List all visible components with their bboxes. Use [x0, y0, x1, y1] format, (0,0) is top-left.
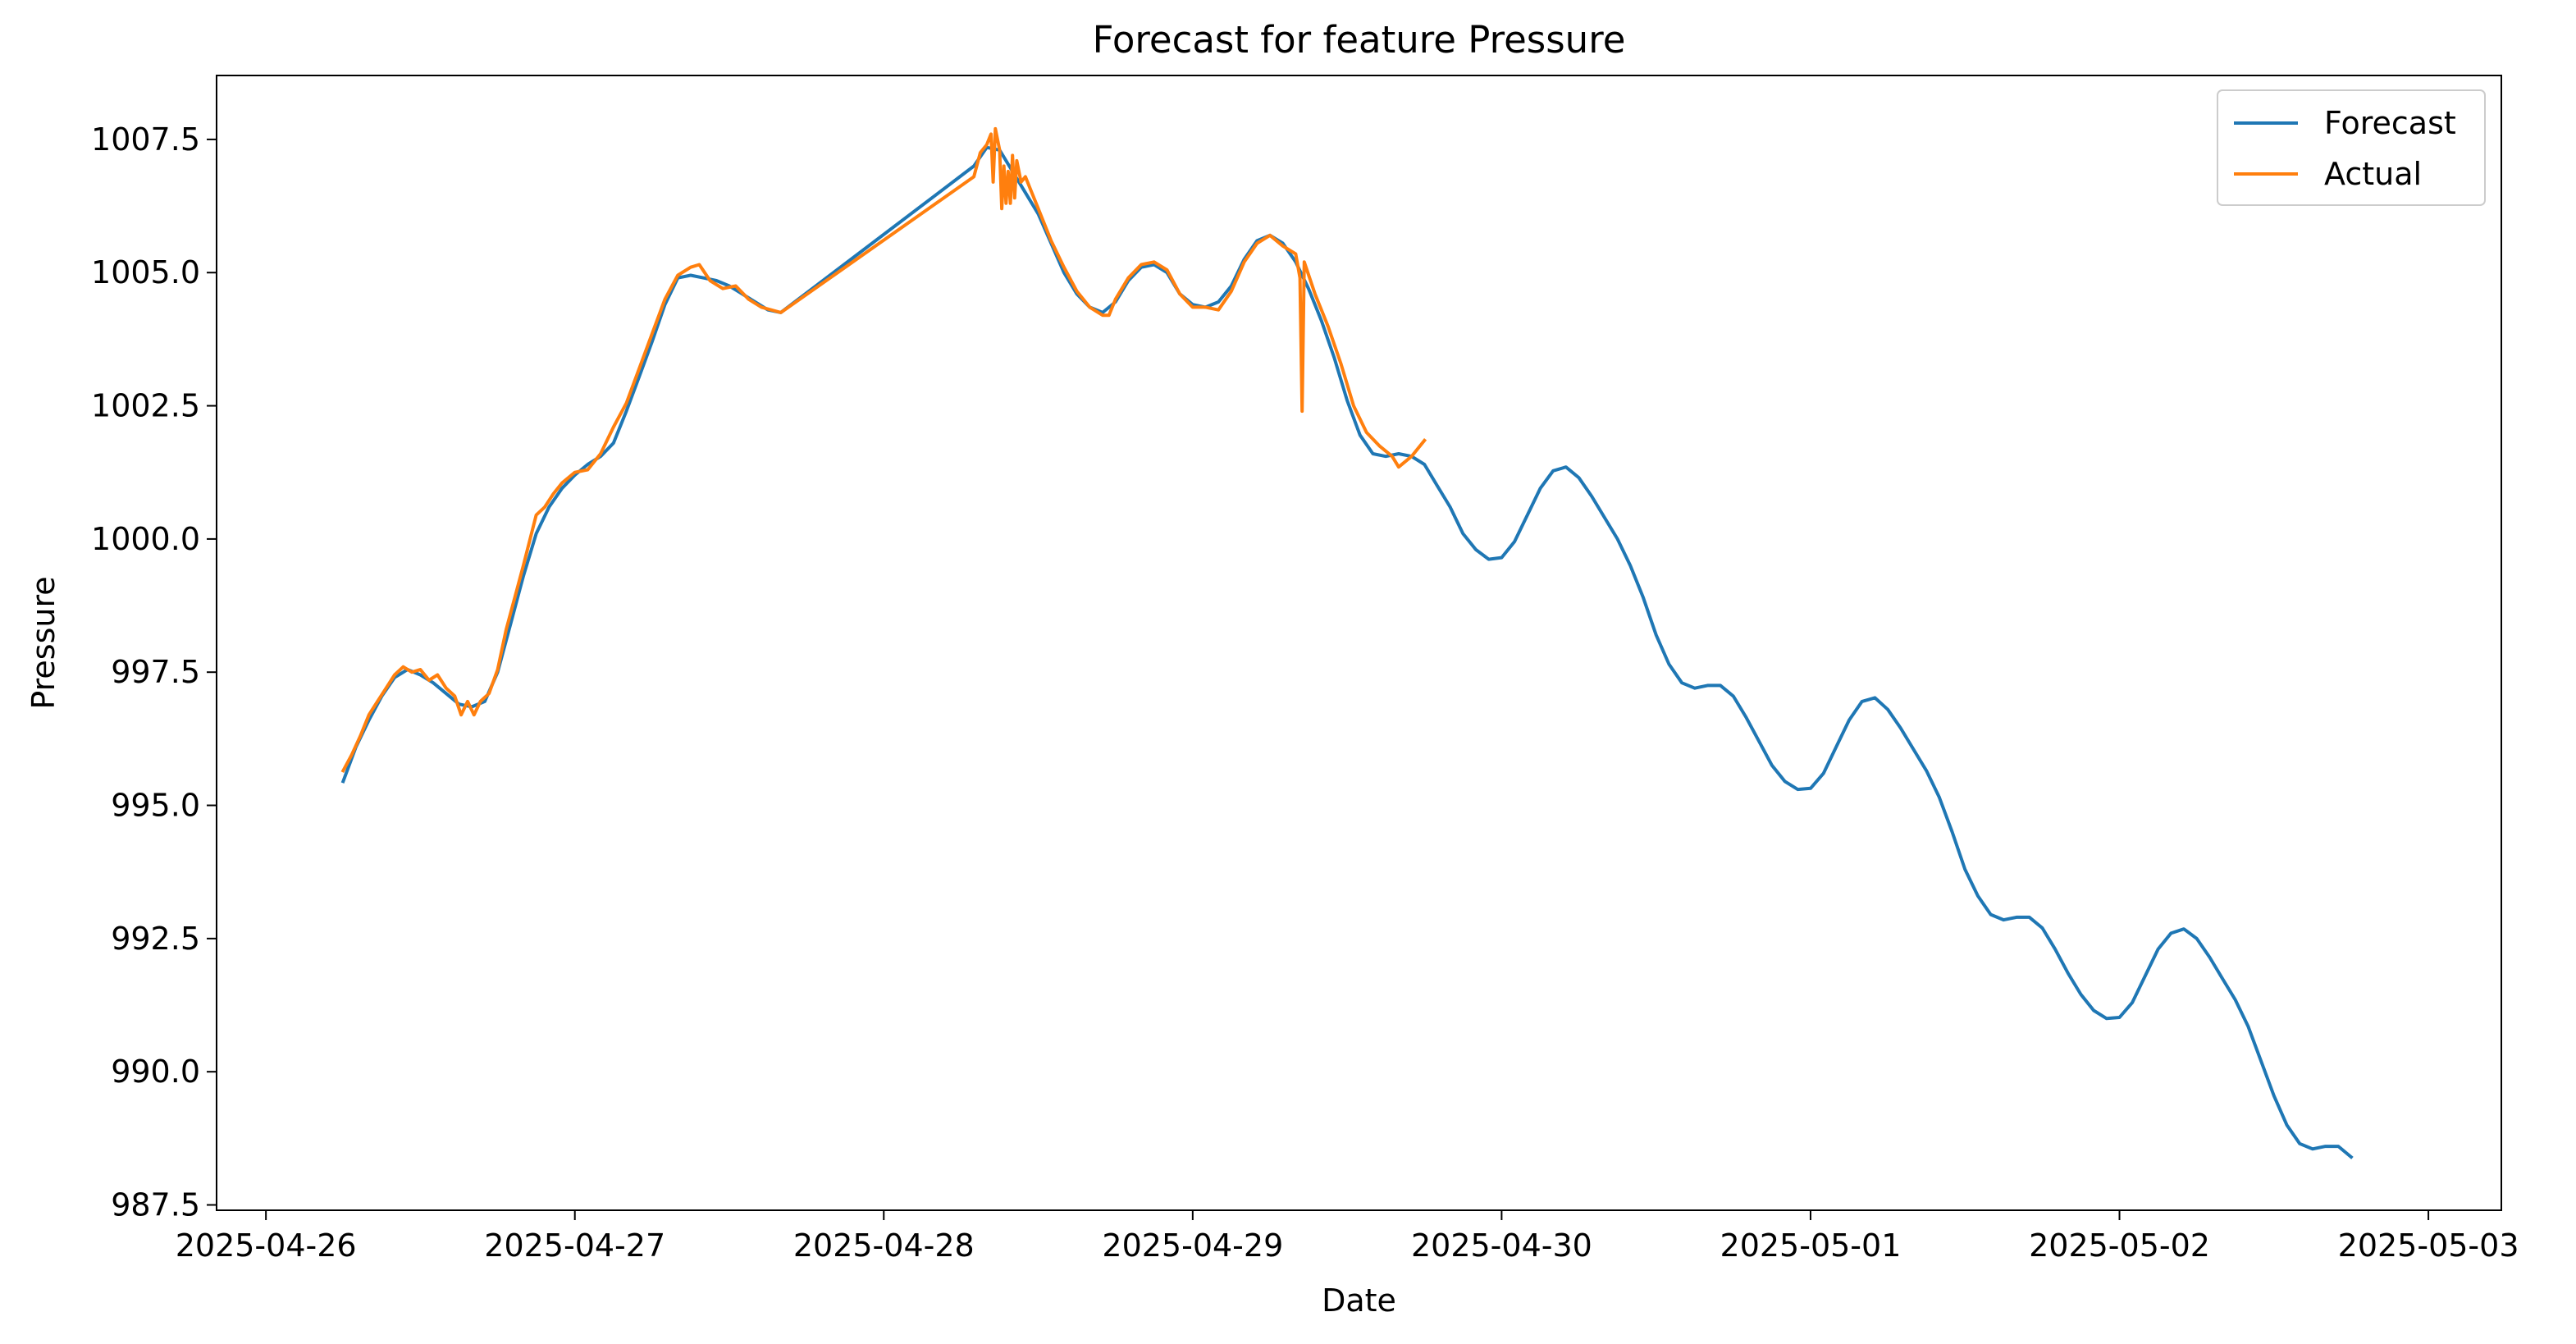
x-tick-label: 2025-04-28	[793, 1227, 975, 1264]
legend-label-actual: Actual	[2324, 156, 2422, 192]
legend-entries: Forecast Actual	[2234, 105, 2456, 192]
y-axis: 987.5 990.0 992.5 995.0 997.5 1000.0 1002.5 100…	[91, 121, 217, 1223]
y-tick-label: 990.0	[111, 1054, 200, 1090]
series-layer	[340, 126, 2354, 1159]
y-tick-label: 997.5	[111, 654, 200, 690]
y-axis-label: Pressure	[25, 576, 62, 709]
x-tick-label: 2025-04-29	[1102, 1227, 1283, 1264]
x-tick-label: 2025-04-30	[1411, 1227, 1592, 1264]
y-tick-label: 1007.5	[91, 121, 200, 158]
y-tick-label: 1000.0	[91, 521, 200, 557]
legend-label-forecast: Forecast	[2324, 105, 2456, 141]
x-tick-label: 2025-04-27	[484, 1227, 665, 1264]
x-tick-label: 2025-05-03	[2338, 1227, 2519, 1264]
y-tick-label: 1005.0	[91, 254, 200, 290]
legend-box	[2217, 89, 2486, 206]
series-line-forecast	[340, 145, 2354, 1159]
y-tick-label: 987.5	[111, 1187, 200, 1223]
x-tick-label: 2025-04-26	[176, 1227, 357, 1264]
y-tick-label: 992.5	[111, 921, 200, 957]
chart-title: Forecast for feature Pressure	[1093, 18, 1626, 62]
x-axis-label: Date	[1322, 1282, 1396, 1319]
plot-area	[217, 75, 2501, 1210]
x-axis: 2025-04-26 2025-04-27 2025-04-28 2025-04-29…	[176, 1210, 2519, 1264]
y-tick-label: 995.0	[111, 788, 200, 824]
x-tick-label: 2025-05-02	[2029, 1227, 2210, 1264]
x-tick-label: 2025-05-01	[1720, 1227, 1902, 1264]
series-line-actual	[340, 126, 1427, 774]
legend: Forecast Actual	[2217, 89, 2486, 206]
plot-frame	[216, 75, 2502, 1211]
y-tick-label: 1002.5	[91, 388, 200, 424]
